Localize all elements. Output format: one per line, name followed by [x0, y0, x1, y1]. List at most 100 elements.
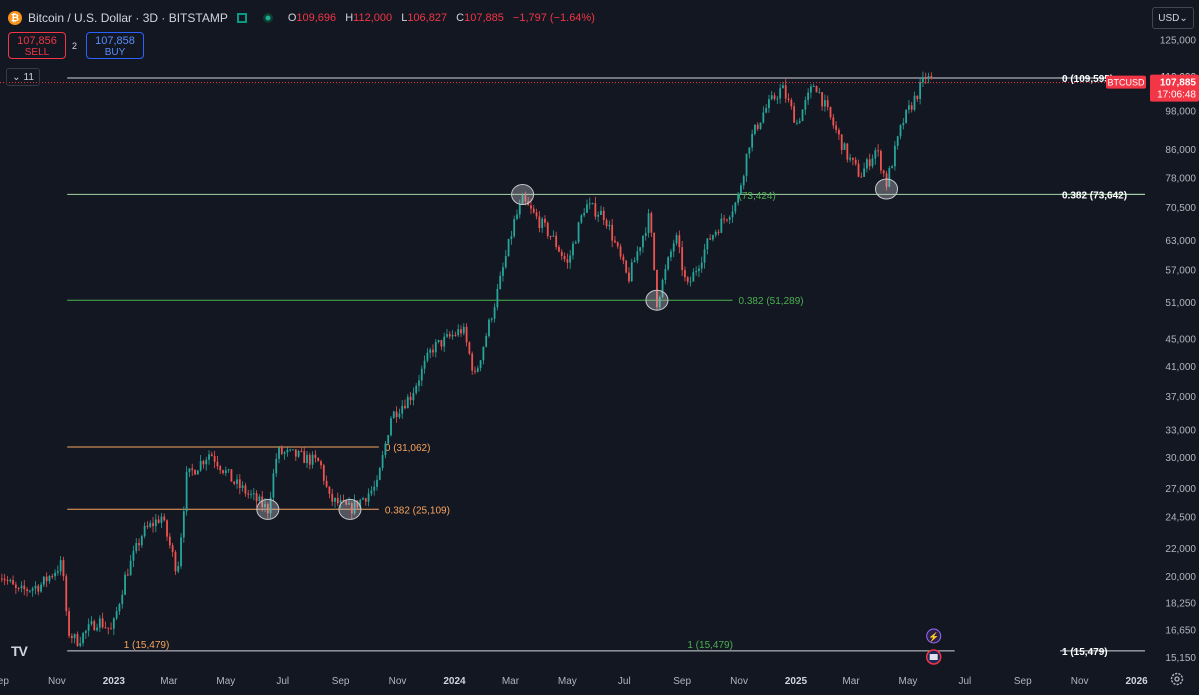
candle-body [42, 576, 45, 585]
candle-body [577, 222, 580, 243]
candle-body [126, 574, 129, 576]
candle-body [880, 150, 882, 171]
y-tick-label: 63,000 [1165, 236, 1196, 247]
candle-body [919, 82, 922, 99]
candle-body [636, 251, 639, 261]
sell-button[interactable]: 107,856 SELL [8, 32, 66, 59]
candle-body [311, 454, 314, 465]
candle-body [913, 95, 916, 110]
candle-body [98, 618, 101, 628]
candle-body [303, 451, 306, 464]
x-tick-label: Nov [389, 676, 407, 687]
buy-button[interactable]: 107,858 BUY [86, 32, 144, 59]
candle-body [82, 633, 84, 644]
candle-body [395, 411, 398, 418]
y-tick-label: 98,000 [1165, 107, 1196, 118]
candle-body [815, 86, 818, 93]
candle-body [138, 543, 140, 546]
candle-body [118, 604, 121, 612]
candle-body [17, 587, 20, 589]
candle-body [115, 611, 118, 619]
candle-body [639, 247, 642, 252]
symbol-bar: ₿ Bitcoin / U.S. Dollar · 3D · BITSTAMP … [8, 9, 601, 27]
candle-body [182, 511, 185, 538]
candle-body [121, 594, 124, 605]
x-tick-label: 2024 [443, 676, 466, 687]
candle-body [446, 334, 448, 337]
y-tick-label: 78,000 [1165, 174, 1196, 185]
y-tick-label: 20,000 [1165, 572, 1196, 583]
x-tick-label: Mar [502, 676, 520, 687]
candle-body [496, 288, 499, 308]
candle-body [717, 231, 720, 233]
tradingview-logo[interactable]: TV [11, 643, 28, 659]
candle-body [59, 560, 62, 572]
candle-body [188, 468, 191, 472]
candle-body [698, 268, 700, 272]
candle-body [888, 168, 891, 187]
candle-body [70, 635, 73, 639]
candle-body [684, 270, 686, 278]
highlight-circle [875, 178, 899, 200]
candle-body [451, 334, 454, 337]
candle-body [670, 251, 672, 258]
candle-body [558, 246, 560, 252]
candle-body [714, 231, 717, 236]
x-tick-label: Jul [618, 676, 631, 687]
candle-body [300, 450, 303, 452]
candle-body [656, 269, 658, 308]
candle-body [521, 195, 524, 204]
candle-body [541, 218, 544, 228]
candle-body [93, 621, 96, 631]
candle-body [594, 203, 597, 217]
candle-body [871, 158, 874, 167]
candle-body [860, 176, 863, 178]
indicators-toggle-button[interactable]: ⌄ 11 [6, 68, 40, 86]
candle-body [664, 269, 667, 280]
candle-body [87, 624, 90, 631]
candle-body [866, 159, 868, 169]
candle-body [199, 460, 202, 471]
candle-body [843, 143, 846, 150]
symbol-badge-label: BTCUSD [1107, 78, 1145, 88]
candle-body [79, 643, 82, 646]
candle-body [826, 100, 829, 107]
candle-body [776, 98, 779, 100]
currency-select[interactable]: USD ⌄ [1152, 7, 1194, 29]
fib-level-label: 1 (15,479) [1062, 647, 1108, 658]
ohlc-open: 109,696 [296, 12, 337, 24]
candle-body [686, 277, 689, 282]
candle-body [110, 628, 112, 630]
ohlc-close: 107,885 [464, 12, 504, 24]
x-tick-label: 2026 [1125, 676, 1148, 687]
y-tick-label: 33,000 [1165, 425, 1196, 436]
candle-body [247, 493, 250, 495]
sell-price: 107,856 [17, 35, 57, 47]
candle-body [432, 349, 434, 353]
symbol-badge [1106, 75, 1146, 89]
ohlc-low-key: L [401, 12, 408, 24]
candle-body [838, 129, 840, 135]
candle-body [250, 493, 252, 495]
candle-body [364, 498, 367, 502]
buy-label: BUY [104, 47, 126, 58]
y-tick-label: 22,000 [1165, 544, 1196, 555]
gear-icon[interactable] [1169, 671, 1185, 687]
candle-body [600, 210, 602, 215]
candle-body [157, 519, 160, 523]
ohlc-change: −1,797 (−1.64%) [512, 12, 595, 24]
market-flag-icon[interactable] [236, 12, 248, 24]
candle-body [258, 496, 261, 502]
candle-body [868, 159, 871, 167]
candle-body [325, 480, 328, 487]
candle-body [849, 157, 852, 160]
symbol-title[interactable]: Bitcoin / U.S. Dollar · 3D · BITSTAMP [28, 11, 228, 25]
candle-body [572, 243, 574, 256]
candle-body [821, 92, 824, 107]
candle-body [160, 516, 163, 523]
candle-body [642, 235, 644, 248]
candle-body [468, 342, 471, 354]
x-tick-label: Jul [276, 676, 289, 687]
candle-body [294, 449, 297, 457]
